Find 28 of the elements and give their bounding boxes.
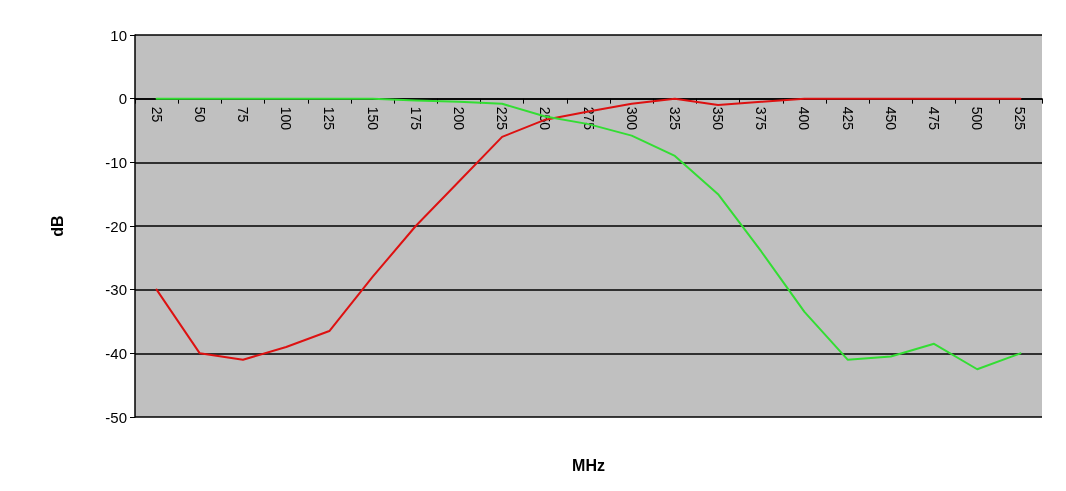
x-tick-label: 75 <box>234 106 251 123</box>
y-tick-label: 0 <box>118 90 127 108</box>
y-tick-label: -40 <box>105 344 127 362</box>
y-tick-label: -50 <box>105 408 127 426</box>
x-tick-label: 425 <box>839 106 856 131</box>
x-tick-label: 350 <box>710 106 727 131</box>
x-tick-label: 25 <box>148 106 165 123</box>
x-tick-label: 225 <box>494 106 511 131</box>
y-tick-label: -20 <box>105 217 127 235</box>
x-tick-label: 200 <box>450 106 467 131</box>
y-tick-label: 10 <box>110 26 127 44</box>
x-tick-label: 300 <box>623 106 640 131</box>
x-tick-label: 400 <box>796 106 813 131</box>
x-axis-title: MHz <box>572 456 605 474</box>
y-axis-title: dB <box>48 215 66 237</box>
x-tick-label: 100 <box>278 106 295 131</box>
y-tick-label: -10 <box>105 153 127 171</box>
x-tick-label: 150 <box>364 106 381 131</box>
x-tick-label: 500 <box>969 106 986 131</box>
x-tick-label: 450 <box>882 106 899 131</box>
x-tick-label: 375 <box>753 106 770 131</box>
x-tick-label: 125 <box>321 106 338 131</box>
x-tick-label: 325 <box>666 106 683 131</box>
x-tick-label: 475 <box>926 106 943 131</box>
x-tick-label: 50 <box>191 106 208 123</box>
y-tick-label: -30 <box>105 281 127 299</box>
x-tick-label: 175 <box>407 106 424 131</box>
x-tick-label: 525 <box>1012 106 1029 131</box>
